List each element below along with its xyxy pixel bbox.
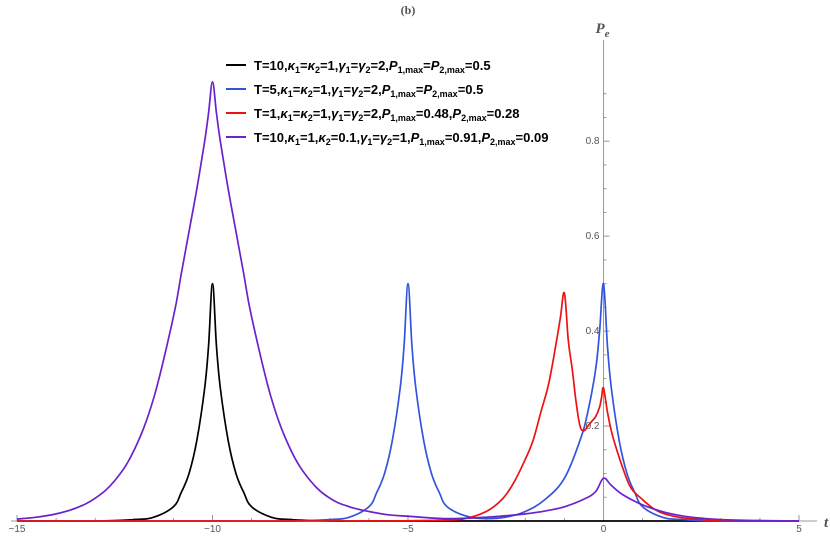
y-axis-label: Pe (596, 21, 610, 40)
series-line-4 (16, 81, 800, 522)
panel-label: (b) (401, 3, 416, 17)
series-line-2 (16, 282, 799, 522)
series-line-3 (16, 291, 799, 522)
x-tick-label: 0 (601, 524, 607, 535)
x-tick-label: −5 (402, 524, 414, 535)
y-tick-label: 0.6 (586, 231, 600, 242)
x-tick-label: −10 (204, 524, 221, 535)
legend-label-3: T=1,κ1=κ2=1,γ1=γ2=2,P1,max=0.48,P2,max=0… (254, 106, 520, 123)
legend: T=10,κ1=κ2=1,γ1=γ2=2,P1,max=P2,max=0.5 T=… (226, 58, 548, 147)
series-line-1 (16, 282, 799, 522)
x-tick-label: −15 (9, 524, 26, 535)
legend-label-2: T=5,κ1=κ2=1,γ1=γ2=2,P1,max=P2,max=0.5 (254, 82, 483, 99)
legend-label-1: T=10,κ1=κ2=1,γ1=γ2=2,P1,max=P2,max=0.5 (254, 58, 491, 75)
y-tick-label: 0.8 (586, 136, 600, 147)
series-layer (16, 81, 800, 522)
x-tick-label: 5 (796, 524, 802, 535)
labels: Pe t (b) (401, 3, 829, 531)
y-tick-label: 0.4 (586, 326, 600, 337)
legend-label-4: T=10,κ1=1,κ2=0.1,γ1=γ2=1,P1,max=0.91,P2,… (254, 130, 548, 147)
x-axis-label: t (824, 515, 829, 531)
y-tick-label: 0.2 (586, 421, 600, 432)
